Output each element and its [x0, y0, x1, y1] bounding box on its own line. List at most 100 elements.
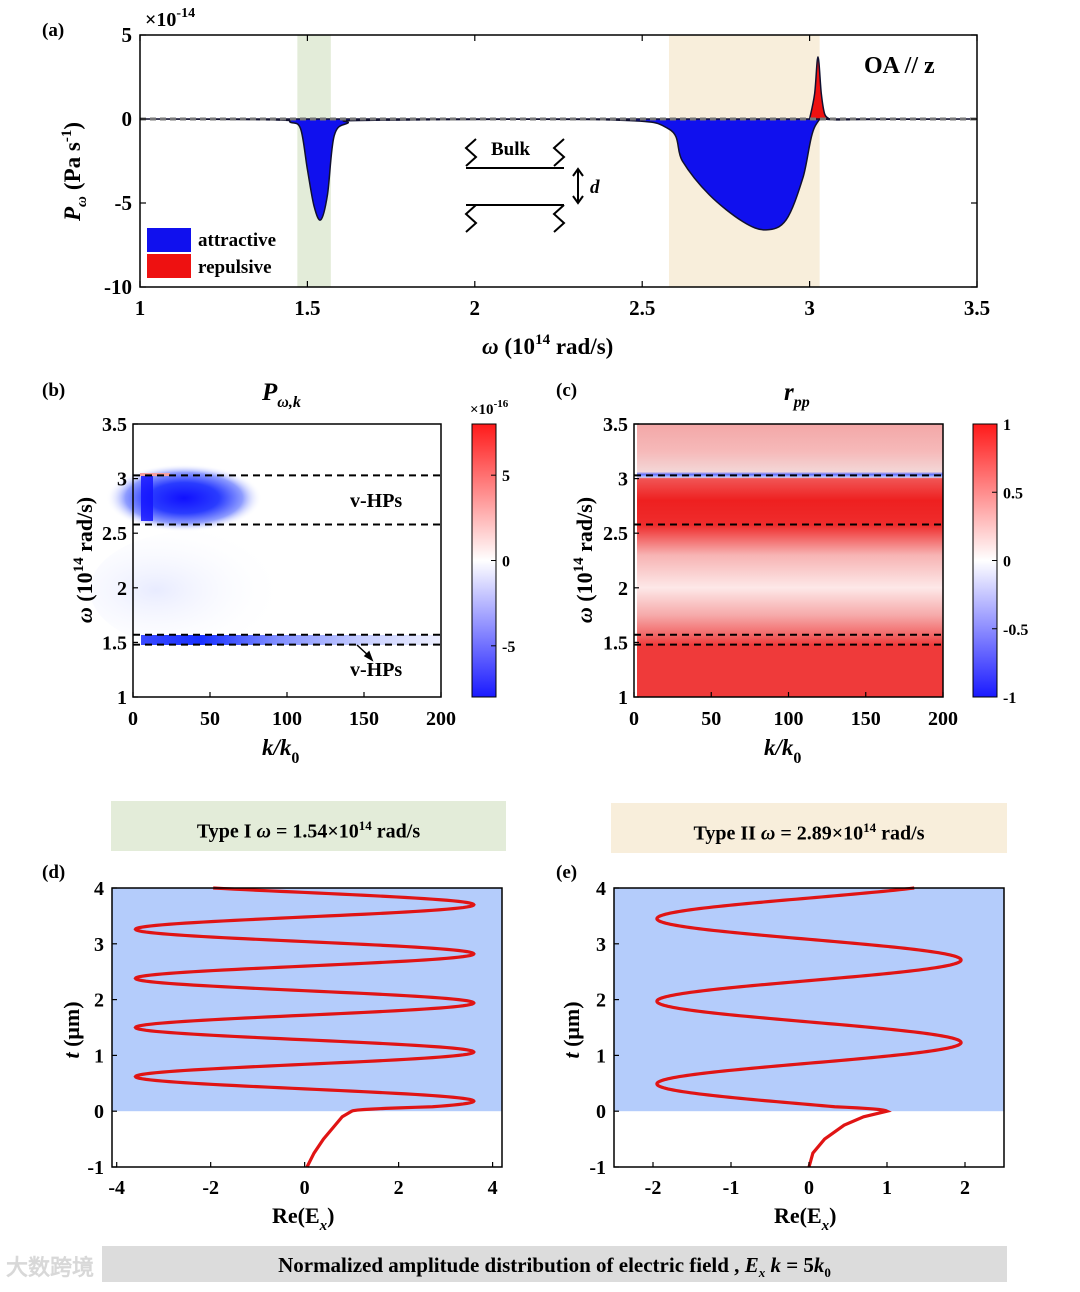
y-tick-label: -1 — [87, 1157, 104, 1179]
x-axis-label: Re(Ex) — [272, 1203, 334, 1234]
x-tick-label: 4 — [488, 1177, 498, 1199]
y-tick-label: 1 — [596, 1045, 606, 1067]
annotation-arrow — [356, 644, 374, 662]
orientation-annotation: OA // z — [864, 53, 935, 79]
x-tick-label: -1 — [723, 1177, 740, 1199]
x-tick-label: 0 — [128, 708, 138, 730]
caption-k: k — [765, 1253, 781, 1277]
legend-swatch-attractive — [147, 228, 191, 252]
type-2-value: = 2.89×10 — [775, 822, 864, 845]
x-tick-label: 200 — [426, 708, 456, 730]
colorbar-tick-label: -1 — [1003, 690, 1016, 707]
series-attractive — [139, 117, 978, 231]
caption-field-sub: x — [758, 1265, 766, 1281]
heatmap-title: rpp — [784, 379, 810, 411]
x-tick-label: 150 — [851, 708, 881, 730]
panel-c: 0 50 100 150 200 1 1.5 2 2.5 3 3.5 (c) rpp ω (1014… — [556, 379, 1028, 767]
y-tick-label: 2 — [94, 990, 104, 1012]
lower-band — [141, 635, 441, 645]
colorbar-tick-label: 0 — [502, 554, 510, 571]
x-tick-label: 0 — [300, 1177, 310, 1199]
x-axis-label: k/k0 — [262, 735, 299, 767]
x-tick-label: -4 — [108, 1177, 125, 1199]
upper-band-red-edge — [140, 473, 170, 476]
heatmap-features — [90, 464, 441, 650]
axis-ticks: 1 1.5 2 2.5 3 3.5 5 0 -5 -10 — [104, 23, 990, 320]
dashed-band-lines — [133, 474, 441, 646]
y-tick-label: 2.5 — [102, 523, 127, 545]
exponent-label: ×10-14 — [145, 6, 195, 31]
field-curve — [655, 886, 963, 1168]
x-tick-label: 2 — [470, 296, 481, 320]
x-tick-label: 2.5 — [629, 296, 655, 320]
type-2-power: 14 — [863, 820, 877, 835]
x-tick-label: 2 — [960, 1177, 970, 1199]
y-tick-label: 1.5 — [102, 632, 127, 654]
type-2-prefix: Type II — [693, 822, 761, 845]
axis-ticks: 0 50 100 150 200 1 1.5 2 2.5 3 3.5 — [102, 414, 456, 730]
series-repulsive — [808, 56, 832, 120]
y-tick-label: 3 — [94, 934, 104, 956]
x-tick-label: 3 — [804, 296, 815, 320]
annotation-lower: v-HPs — [350, 659, 402, 681]
type-1-power: 14 — [358, 818, 372, 833]
type-2-omega: ω — [760, 822, 776, 845]
x-tick-label: 200 — [928, 708, 958, 730]
x-axis-label: k/k0 — [764, 735, 801, 767]
type-1-omega: ω — [256, 820, 271, 843]
colorbar-tick-label: 1 — [1003, 417, 1011, 434]
type-1-banner: Type I ω = 1.54×1014 rad/s — [111, 801, 506, 851]
panel-label: (d) — [42, 862, 65, 883]
x-tick-label: 1.5 — [294, 296, 320, 320]
x-tick-label: 100 — [774, 708, 804, 730]
axis-ticks: 0 50 100 150 200 1 1.5 2 2.5 3 3.5 — [603, 414, 958, 730]
field-curve — [133, 886, 476, 1168]
colorbar-tick-label: 0.5 — [1003, 485, 1023, 502]
legend-label-repulsive: repulsive — [198, 257, 272, 278]
heatmap-title: Pω,k — [261, 379, 301, 411]
y-tick-label: 4 — [94, 878, 104, 900]
panel-a: 1 1.5 2 2.5 3 3.5 5 0 -5 -10 (a) ×10-14 OA // z P… — [42, 6, 990, 359]
y-tick-label: 2 — [618, 578, 628, 600]
x-tick-label: 50 — [701, 708, 721, 730]
type-2-unit: rad/s — [876, 822, 925, 845]
y-axis-label: ω (1014 rad/s) — [571, 497, 597, 623]
heatmap — [634, 424, 943, 697]
bulk-schematic — [464, 138, 584, 233]
caption-text: Normalized amplitude distribution of ele… — [278, 1253, 745, 1277]
colorbar-exponent: ×10-16 — [470, 398, 509, 418]
panel-label: (e) — [556, 862, 577, 883]
y-axis-label: t (μm) — [559, 1001, 584, 1058]
y-tick-label: 1.5 — [603, 632, 628, 654]
y-tick-label: 1 — [618, 687, 628, 709]
caption-k0-sub: 0 — [824, 1265, 831, 1281]
axis-ticks: -4 -2 0 2 4 4 3 2 1 0 -1 — [87, 878, 497, 1199]
y-axis-label: Pω(Pa s-1) — [59, 122, 90, 222]
type-1-prefix: Type I — [196, 820, 257, 843]
y-axis-label: t (μm) — [59, 1001, 84, 1058]
type-1-value: = 1.54×10 — [270, 820, 359, 843]
y-tick-label: 2 — [596, 990, 606, 1012]
gap-label: d — [590, 177, 600, 198]
upper-band-blob — [106, 464, 262, 532]
y-tick-label: 5 — [122, 23, 133, 47]
x-tick-label: 50 — [200, 708, 220, 730]
colorbar-tick-label: -0.5 — [1003, 622, 1028, 639]
x-axis-label: Re(Ex) — [774, 1203, 836, 1234]
y-tick-label: -10 — [104, 275, 132, 299]
y-tick-label: -1 — [589, 1157, 606, 1179]
y-tick-label: 0 — [596, 1101, 606, 1123]
axes-box — [139, 34, 978, 288]
caption-banner: Normalized amplitude distribution of ele… — [102, 1246, 1007, 1282]
x-tick-label: 0 — [804, 1177, 814, 1199]
panel-label: (a) — [42, 20, 64, 41]
y-tick-label: 4 — [596, 878, 606, 900]
watermark: 大数跨境 — [6, 1256, 95, 1281]
colorbar-tick-label: -5 — [502, 639, 515, 656]
type-2-banner: Type II ω = 2.89×1014 rad/s — [611, 803, 1007, 853]
y-tick-label: 3.5 — [102, 414, 127, 436]
x-axis-label: ω (1014 rad/s) — [482, 332, 613, 359]
y-tick-label: 3 — [117, 469, 127, 491]
dashed-band-lines — [634, 474, 943, 646]
